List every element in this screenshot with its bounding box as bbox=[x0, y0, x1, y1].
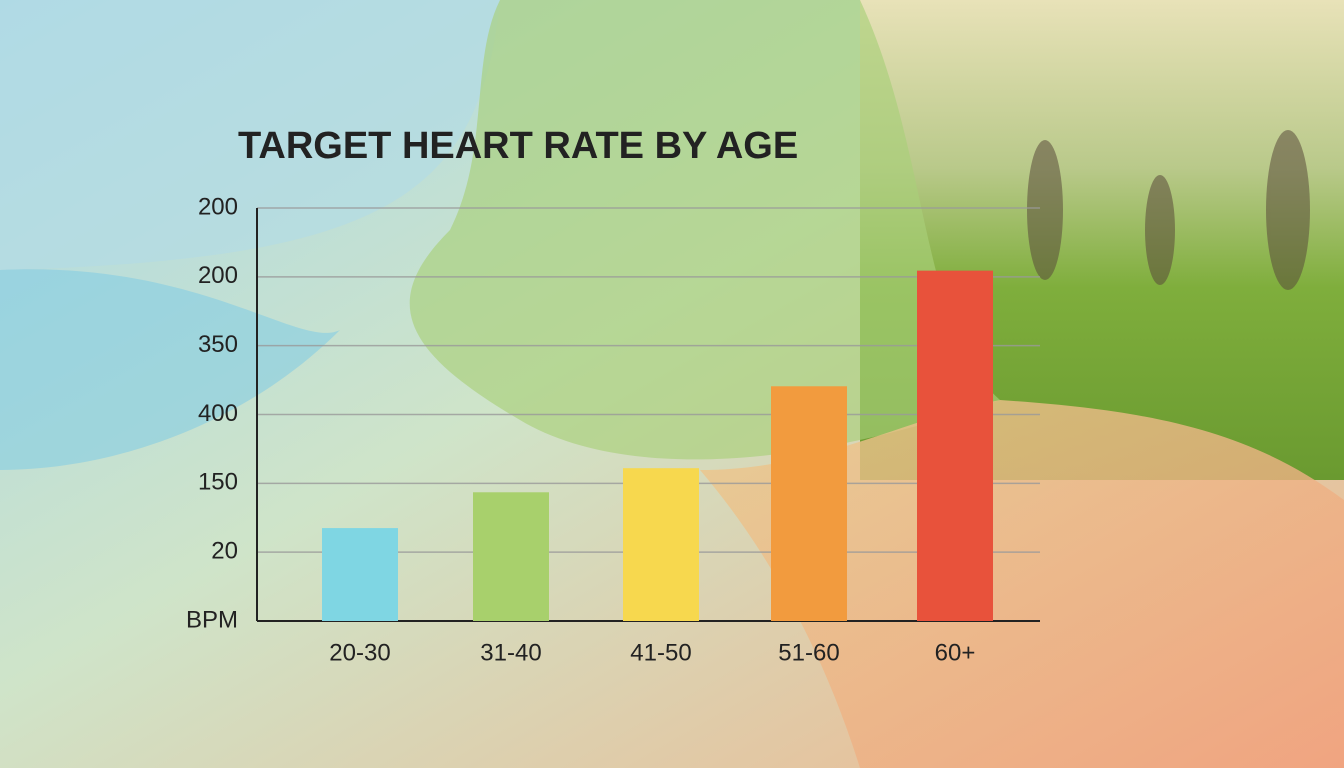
blob bbox=[409, 0, 1000, 460]
y-tick-label: BPM bbox=[186, 606, 238, 633]
people bbox=[1027, 130, 1310, 290]
bar bbox=[322, 528, 398, 621]
x-tick-label: 41-50 bbox=[630, 639, 691, 666]
y-tick-label: 20 bbox=[211, 538, 238, 565]
x-tick-label: 20-30 bbox=[329, 639, 390, 666]
bar bbox=[917, 270, 993, 621]
y-tick-label: 400 bbox=[198, 400, 238, 427]
x-tick-label: 60+ bbox=[935, 639, 976, 666]
bar bbox=[473, 492, 549, 621]
y-tick-label: 200 bbox=[198, 262, 238, 289]
bar bbox=[623, 468, 699, 621]
y-tick-label: 150 bbox=[198, 469, 238, 496]
bar bbox=[771, 386, 847, 621]
x-tick-label: 51-60 bbox=[778, 639, 839, 666]
y-tick-label: 200 bbox=[198, 193, 238, 220]
blob bbox=[0, 0, 500, 270]
x-tick-label: 31-40 bbox=[480, 639, 541, 666]
y-tick-label: 350 bbox=[198, 331, 238, 358]
chart-title: TARGET HEART RATE BY AGE bbox=[238, 125, 798, 167]
blob bbox=[0, 269, 340, 470]
blob bbox=[700, 400, 1344, 768]
